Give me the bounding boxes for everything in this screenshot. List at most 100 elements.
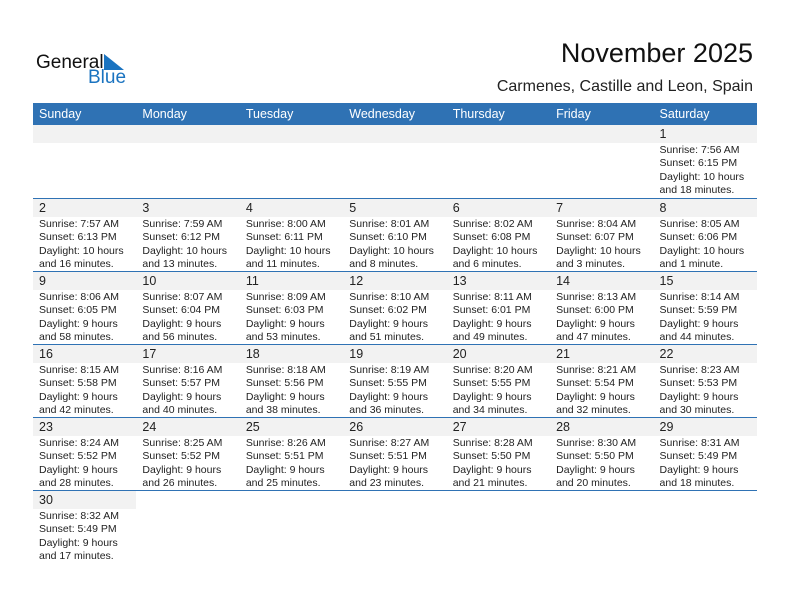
day-cell: 29 Sunrise: 8:31 AM Sunset: 5:49 PM Dayligh… bbox=[654, 418, 757, 490]
day-sunrise: Sunrise: 8:11 AM bbox=[452, 291, 532, 303]
day-sunrise: Sunrise: 8:01 AM bbox=[349, 218, 430, 230]
day-daylight1: Daylight: 9 hours bbox=[245, 317, 325, 330]
date-band bbox=[33, 418, 757, 436]
day-sunrise: Sunrise: 8:07 AM bbox=[142, 291, 223, 303]
day-daylight2: and 26 minutes. bbox=[142, 477, 218, 490]
day-sunrise: Sunrise: 8:25 AM bbox=[142, 437, 223, 449]
day-cell: 28 Sunrise: 8:30 AM Sunset: 5:50 PM Dayligh… bbox=[550, 418, 653, 490]
day-daylight2: and 58 minutes. bbox=[39, 331, 114, 344]
day-daylight2: and 38 minutes. bbox=[245, 404, 321, 417]
day-sunrise: Sunrise: 8:18 AM bbox=[245, 364, 326, 376]
day-sunrise: Sunrise: 8:02 AM bbox=[452, 218, 533, 230]
day-cell: 17 Sunrise: 8:16 AM Sunset: 5:57 PM Dayligh… bbox=[136, 345, 239, 417]
day-cell: 7 Sunrise: 8:04 AM Sunset: 6:07 PM Daylight… bbox=[550, 199, 653, 271]
day-number: 7 bbox=[556, 201, 564, 215]
week-row: 23 Sunrise: 8:24 AM Sunset: 5:52 PM Dayligh… bbox=[33, 417, 757, 490]
weekday-tuesday: Tuesday bbox=[245, 107, 294, 121]
day-cell bbox=[447, 125, 550, 198]
day-daylight1: Daylight: 10 hours bbox=[452, 244, 538, 257]
logo-triangle-icon bbox=[104, 54, 124, 70]
day-daylight1: Daylight: 9 hours bbox=[452, 390, 532, 403]
day-daylight1: Daylight: 9 hours bbox=[245, 463, 325, 476]
day-cell: 14 Sunrise: 8:13 AM Sunset: 6:00 PM Dayligh… bbox=[550, 272, 653, 344]
day-sunset: Sunset: 6:05 PM bbox=[39, 304, 117, 317]
day-cell: 25 Sunrise: 8:26 AM Sunset: 5:51 PM Dayligh… bbox=[240, 418, 343, 490]
date-band bbox=[33, 199, 757, 217]
day-daylight1: Daylight: 9 hours bbox=[245, 390, 325, 403]
day-number: 21 bbox=[556, 347, 571, 361]
day-cell: 5 Sunrise: 8:01 AM Sunset: 6:10 PM Daylight… bbox=[343, 199, 446, 271]
day-sunset: Sunset: 5:51 PM bbox=[245, 450, 324, 463]
day-number: 15 bbox=[659, 274, 674, 288]
day-daylight1: Daylight: 9 hours bbox=[39, 463, 118, 476]
date-band bbox=[33, 345, 757, 363]
day-cell: 6 Sunrise: 8:02 AM Sunset: 6:08 PM Daylight… bbox=[447, 199, 550, 271]
day-sunset: Sunset: 5:55 PM bbox=[349, 377, 427, 390]
day-sunrise: Sunrise: 8:00 AM bbox=[245, 218, 326, 230]
day-sunset: Sunset: 6:03 PM bbox=[245, 304, 324, 317]
day-number: 26 bbox=[349, 420, 364, 434]
day-sunrise: Sunrise: 8:32 AM bbox=[39, 510, 119, 522]
location-subtitle: Carmenes, Castille and Leon, Spain bbox=[496, 78, 753, 95]
day-cell: 26 Sunrise: 8:27 AM Sunset: 5:51 PM Dayligh… bbox=[343, 418, 446, 490]
day-daylight2: and 47 minutes. bbox=[556, 331, 631, 344]
day-number: 14 bbox=[556, 274, 571, 288]
day-daylight1: Daylight: 9 hours bbox=[659, 463, 739, 476]
day-sunset: Sunset: 6:08 PM bbox=[452, 231, 531, 244]
day-number: 6 bbox=[452, 201, 460, 215]
day-sunrise: Sunrise: 8:10 AM bbox=[349, 291, 430, 303]
weekday-saturday: Saturday bbox=[659, 107, 710, 121]
day-sunset: Sunset: 6:13 PM bbox=[39, 231, 117, 244]
day-daylight1: Daylight: 10 hours bbox=[39, 244, 124, 257]
day-daylight1: Daylight: 9 hours bbox=[349, 317, 429, 330]
day-daylight2: and 18 minutes. bbox=[659, 477, 735, 490]
day-cell: 30 Sunrise: 8:32 AM Sunset: 5:49 PM Dayligh… bbox=[33, 491, 136, 563]
week-row: 2 Sunrise: 7:57 AM Sunset: 6:13 PM Daylight… bbox=[33, 198, 757, 271]
day-sunset: Sunset: 5:52 PM bbox=[142, 450, 221, 463]
day-cell: 9 Sunrise: 8:06 AM Sunset: 6:05 PM Daylight… bbox=[33, 272, 136, 344]
day-daylight1: Daylight: 9 hours bbox=[349, 390, 429, 403]
day-daylight2: and 8 minutes. bbox=[349, 258, 419, 271]
day-cell: 20 Sunrise: 8:20 AM Sunset: 5:55 PM Dayligh… bbox=[447, 345, 550, 417]
day-number: 18 bbox=[245, 347, 260, 361]
day-number: 23 bbox=[39, 420, 53, 434]
day-number: 16 bbox=[39, 347, 53, 361]
day-cell: 8 Sunrise: 8:05 AM Sunset: 6:06 PM Daylight… bbox=[654, 199, 757, 271]
day-sunrise: Sunrise: 8:04 AM bbox=[556, 218, 637, 230]
day-sunset: Sunset: 5:58 PM bbox=[39, 377, 117, 390]
day-cell: 18 Sunrise: 8:18 AM Sunset: 5:56 PM Dayligh… bbox=[240, 345, 343, 417]
day-sunset: Sunset: 6:11 PM bbox=[245, 231, 323, 244]
day-sunrise: Sunrise: 8:31 AM bbox=[659, 437, 740, 449]
day-sunset: Sunset: 5:49 PM bbox=[659, 450, 738, 463]
day-cell: 3 Sunrise: 7:59 AM Sunset: 6:12 PM Daylight… bbox=[136, 199, 239, 271]
day-number: 19 bbox=[349, 347, 364, 361]
day-cell: 1 Sunrise: 7:56 AM Sunset: 6:15 PM Daylight… bbox=[654, 125, 757, 198]
day-daylight2: and 20 minutes. bbox=[556, 477, 631, 490]
day-daylight1: Daylight: 10 hours bbox=[659, 170, 745, 183]
date-band bbox=[33, 272, 757, 290]
day-sunset: Sunset: 5:57 PM bbox=[142, 377, 221, 390]
week-row: 16 Sunrise: 8:15 AM Sunset: 5:58 PM Dayligh… bbox=[33, 344, 757, 417]
day-sunrise: Sunrise: 8:15 AM bbox=[39, 364, 119, 376]
day-cell: 21 Sunrise: 8:21 AM Sunset: 5:54 PM Dayligh… bbox=[550, 345, 653, 417]
day-sunset: Sunset: 5:53 PM bbox=[659, 377, 738, 390]
day-number: 29 bbox=[659, 420, 674, 434]
day-number: 24 bbox=[142, 420, 157, 434]
day-sunrise: Sunrise: 7:56 AM bbox=[659, 144, 740, 156]
day-daylight1: Daylight: 9 hours bbox=[142, 390, 222, 403]
day-sunset: Sunset: 5:54 PM bbox=[556, 377, 634, 390]
day-sunrise: Sunrise: 8:05 AM bbox=[659, 218, 740, 230]
day-sunrise: Sunrise: 8:16 AM bbox=[142, 364, 223, 376]
day-number: 4 bbox=[245, 201, 253, 215]
day-sunset: Sunset: 5:51 PM bbox=[349, 450, 427, 463]
week-row: 30 Sunrise: 8:32 AM Sunset: 5:49 PM Dayligh… bbox=[33, 490, 757, 563]
weekday-wednesday: Wednesday bbox=[349, 107, 416, 121]
day-sunset: Sunset: 5:49 PM bbox=[39, 523, 117, 536]
day-cell: 4 Sunrise: 8:00 AM Sunset: 6:11 PM Daylight… bbox=[240, 199, 343, 271]
calendar-grid: 1 Sunrise: 7:56 AM Sunset: 6:15 PM Daylight… bbox=[33, 125, 757, 563]
day-number: 27 bbox=[452, 420, 467, 434]
day-daylight2: and 11 minutes. bbox=[245, 258, 320, 271]
day-sunset: Sunset: 6:15 PM bbox=[659, 157, 738, 170]
day-number: 28 bbox=[556, 420, 571, 434]
day-daylight1: Daylight: 9 hours bbox=[452, 463, 532, 476]
